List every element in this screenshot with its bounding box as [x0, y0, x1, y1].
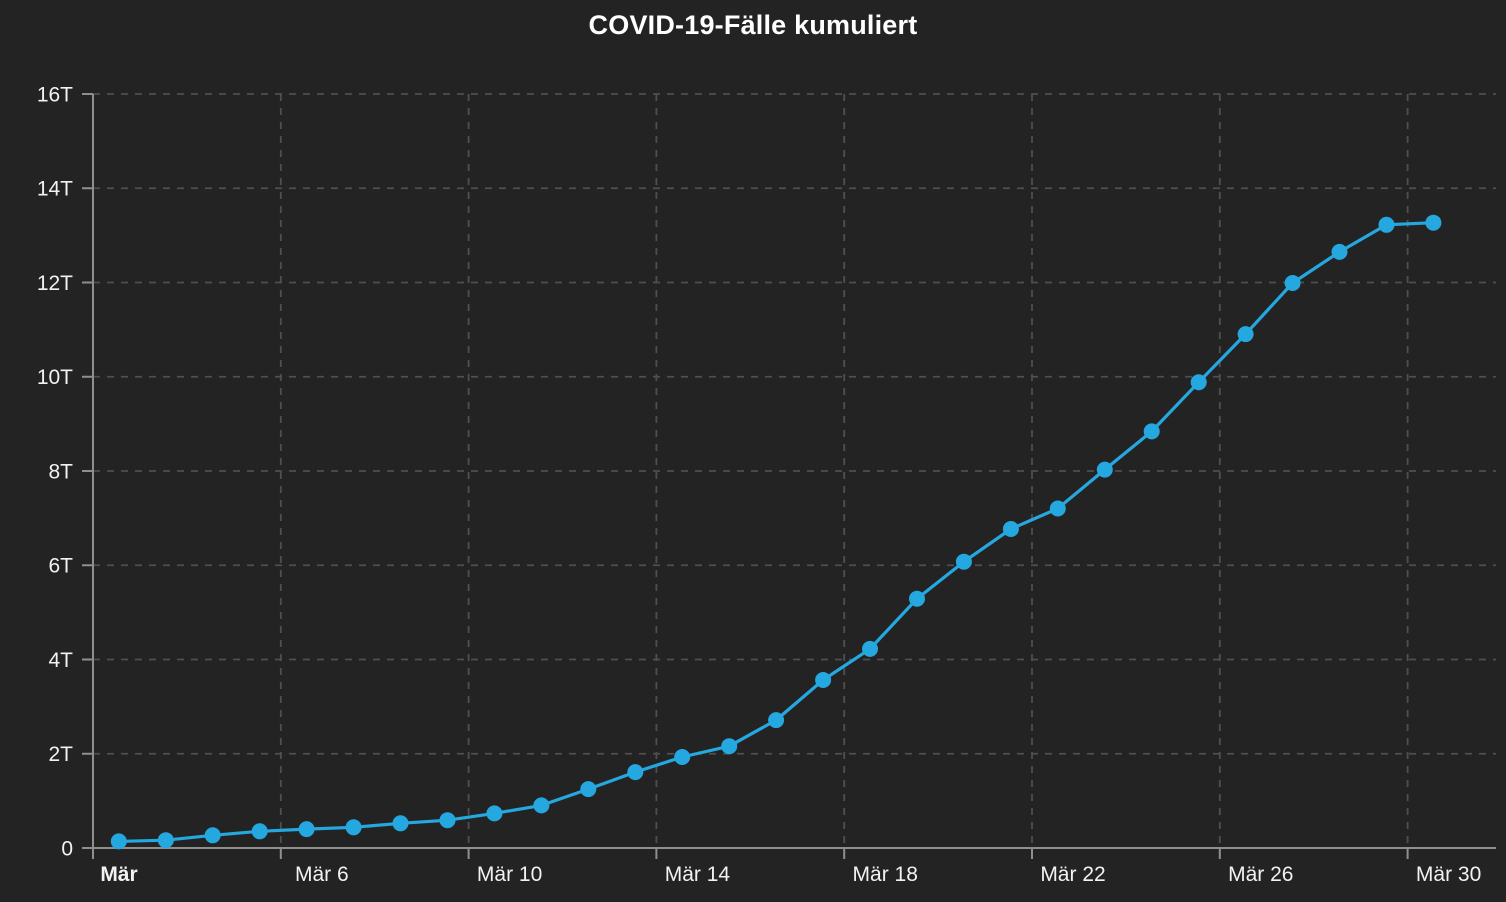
data-point[interactable]	[1237, 326, 1254, 343]
data-point[interactable]	[1002, 521, 1019, 537]
data-point[interactable]	[533, 797, 550, 814]
x-tick-label: Mär 22	[1040, 863, 1105, 886]
y-tick-label: 10T	[37, 366, 73, 389]
data-point[interactable]	[627, 764, 644, 781]
x-tick-label: Mär 26	[1228, 863, 1293, 886]
x-tick-label: Mär 14	[665, 863, 731, 886]
y-tick-label: 2T	[48, 743, 73, 766]
x-tick-label: Mär 18	[853, 863, 918, 886]
data-point[interactable]	[768, 712, 785, 729]
x-tick-label: Mär 6	[295, 863, 349, 886]
data-point[interactable]	[251, 823, 268, 840]
x-tick-label: Mär	[100, 863, 137, 886]
data-point[interactable]	[674, 749, 691, 765]
y-tick-label: 6T	[48, 555, 73, 578]
data-point[interactable]	[1284, 275, 1301, 291]
chart-title: COVID-19-Fälle kumuliert	[588, 10, 918, 40]
data-point[interactable]	[580, 781, 597, 798]
data-point[interactable]	[1049, 500, 1066, 517]
y-tick-label: 8T	[48, 460, 73, 483]
data-point[interactable]	[298, 821, 315, 838]
data-point[interactable]	[815, 672, 832, 688]
data-point[interactable]	[439, 812, 456, 829]
y-tick-label: 14T	[37, 178, 73, 201]
x-tick-label: Mär 30	[1416, 863, 1481, 886]
data-point[interactable]	[1143, 423, 1160, 440]
data-point[interactable]	[955, 553, 972, 570]
data-point[interactable]	[157, 832, 174, 849]
data-point[interactable]	[110, 833, 127, 850]
data-point[interactable]	[345, 819, 362, 836]
data-line	[117, 221, 1436, 844]
y-tick-label: 12T	[37, 272, 73, 295]
y-tick-label: 4T	[48, 649, 73, 672]
data-point[interactable]	[862, 640, 878, 657]
data-point[interactable]	[721, 738, 738, 755]
data-point[interactable]	[1190, 374, 1207, 391]
data-point[interactable]	[1378, 216, 1395, 233]
data-point[interactable]	[1096, 461, 1113, 478]
data-point[interactable]	[1425, 214, 1442, 231]
data-point[interactable]	[909, 590, 925, 607]
data-point[interactable]	[204, 827, 221, 844]
data-point[interactable]	[392, 815, 409, 832]
data-point[interactable]	[1331, 243, 1348, 260]
data-point[interactable]	[486, 805, 503, 822]
x-tick-label: Mär 10	[477, 863, 542, 886]
y-tick-label: 0	[61, 837, 73, 860]
y-tick-label: 16T	[37, 83, 73, 106]
